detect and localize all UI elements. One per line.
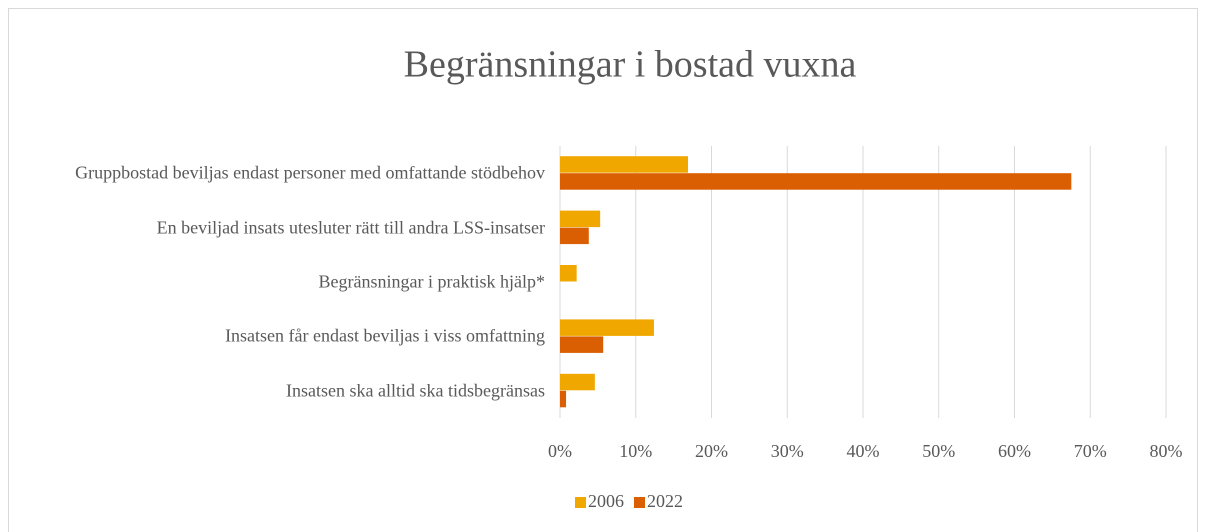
bar xyxy=(560,390,567,408)
legend-swatch xyxy=(575,497,586,508)
legend-swatch xyxy=(634,497,645,508)
bar xyxy=(560,336,604,353)
x-tick-label: 10% xyxy=(619,441,652,461)
category-label: Begränsningar i praktisk hjälp* xyxy=(318,271,545,292)
x-tick-label: 20% xyxy=(695,441,728,461)
bar xyxy=(560,265,577,282)
x-tick-label: 60% xyxy=(998,441,1031,461)
bar xyxy=(560,319,654,336)
category-label: Insatsen får endast beviljas i viss omfa… xyxy=(225,325,545,346)
category-label: Insatsen ska alltid ska tidsbegränsas xyxy=(286,380,545,401)
chart-border xyxy=(8,8,1198,532)
x-tick-label: 40% xyxy=(847,441,880,461)
category-label: Gruppbostad beviljas endast personer med… xyxy=(75,162,545,183)
x-tick-label: 0% xyxy=(548,441,572,461)
chart-title: Begränsningar i bostad vuxna xyxy=(404,44,857,86)
bar xyxy=(560,210,601,228)
category-label: En beviljad insats utesluter rätt till a… xyxy=(156,217,545,238)
x-tick-label: 50% xyxy=(922,441,955,461)
x-tick-label: 80% xyxy=(1150,441,1183,461)
legend-label: 2022 xyxy=(647,491,683,511)
bar xyxy=(560,156,689,173)
legend-label: 2006 xyxy=(588,491,624,511)
bar xyxy=(560,227,589,245)
x-tick-label: 70% xyxy=(1074,441,1107,461)
x-tick-label: 30% xyxy=(771,441,804,461)
bar xyxy=(560,373,595,391)
bar xyxy=(560,173,1072,190)
